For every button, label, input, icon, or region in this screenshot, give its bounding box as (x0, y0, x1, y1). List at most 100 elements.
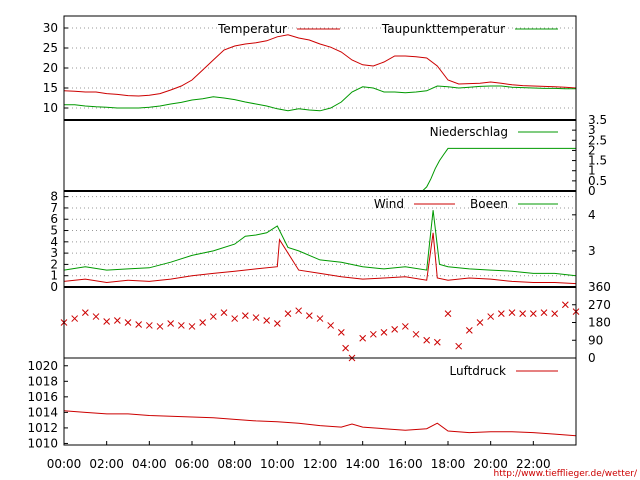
wind-direction-point-30 (369, 330, 377, 338)
wind-direction-point-24 (316, 315, 324, 322)
wind-direction-point-23 (305, 312, 313, 319)
wind-direction-point-6 (124, 319, 132, 326)
wind-direction-point-27 (342, 344, 349, 352)
wind-tick-label-left-0: 0 (50, 280, 58, 294)
wind-tick-label-left-6: 6 (50, 212, 58, 226)
wind-direction-point-34 (412, 330, 420, 338)
wind-direction-point-43 (508, 309, 516, 316)
wind-direction-point-16 (231, 315, 239, 322)
wind-direction-point-2 (81, 309, 89, 316)
wind-legend-label-1: Boeen (470, 197, 508, 211)
wind-tick-label-right-1: 4 (588, 208, 596, 222)
wind-direction-point-32 (391, 326, 399, 333)
wind-direction-point-26 (337, 329, 345, 336)
pressure-tick-label-left-2: 1014 (27, 405, 58, 419)
wind-direction-tick-label-right-2: 180 (588, 316, 611, 330)
wind-direction-point-41 (487, 313, 495, 320)
pressure-legend-label-0: Luftdruck (449, 364, 506, 378)
wind-direction-tick-label-right-1: 90 (588, 333, 603, 347)
temperature-series-0-line (63, 34, 577, 97)
wind-series-0-line (63, 232, 577, 285)
pressure-series-0-line (63, 410, 577, 437)
wind-direction-point-7 (135, 321, 143, 328)
wind-direction-point-8 (145, 322, 153, 329)
precipitation-tick-label-right-2: 1 (588, 164, 596, 178)
x-tick-label-6: 12:00 (303, 457, 338, 471)
wind-direction-point-25 (327, 322, 335, 329)
x-tick-label-9: 18:00 (431, 457, 466, 471)
x-tick-label-10: 20:00 (473, 457, 508, 471)
x-tick-label-7: 14:00 (345, 457, 380, 471)
wind-direction-point-5 (113, 317, 121, 324)
wind-series-1-line (63, 210, 577, 277)
precipitation-tick-label-right-0: 0 (588, 184, 596, 198)
x-tick-label-1: 02:00 (89, 457, 124, 471)
wind-direction-point-31 (380, 329, 388, 336)
x-tick-label-8: 16:00 (388, 457, 423, 471)
wind-direction-point-29 (359, 334, 367, 342)
wind-direction-point-9 (156, 323, 164, 330)
wind-tick-label-right-0: 3 (588, 244, 596, 258)
wind-legend-label-0: Wind (374, 197, 404, 211)
wind-direction-point-42 (497, 310, 505, 317)
pressure-tick-label-left-5: 1020 (27, 359, 58, 373)
wind-direction-point-19 (263, 317, 271, 324)
wind-tick-label-left-3: 3 (50, 246, 58, 260)
wind-tick-label-left-4: 4 (50, 235, 58, 249)
temperature-tick-label-left-1: 15 (43, 81, 58, 95)
wind-tick-label-left-1: 1 (50, 269, 58, 283)
wind-tick-label-left-7: 7 (50, 201, 58, 215)
wind-tick-label-left-8: 8 (50, 190, 58, 204)
wind-direction-point-18 (252, 314, 260, 321)
wind-direction-point-15 (220, 309, 228, 316)
wind-direction-point-3 (92, 313, 100, 320)
precipitation-tick-label-right-5: 2.5 (588, 133, 607, 147)
wind-direction-tick-label-right-0: 0 (588, 351, 596, 365)
wind-direction-point-33 (401, 323, 409, 330)
x-tick-label-5: 10:00 (260, 457, 295, 471)
wind-direction-point-12 (188, 323, 196, 330)
wind-direction-point-46 (540, 309, 548, 316)
precipitation-series-0-line (64, 147, 576, 192)
wind-direction-point-17 (241, 312, 249, 319)
temperature-tick-label-left-0: 10 (43, 101, 58, 115)
wind-direction-point-47 (551, 310, 559, 317)
wind-direction-point-4 (103, 318, 111, 325)
wind-direction-point-14 (209, 313, 217, 320)
temperature-tick-label-left-2: 20 (43, 61, 58, 75)
pressure-tick-label-left-1: 1012 (27, 421, 58, 435)
x-tick-label-0: 00:00 (47, 457, 82, 471)
precipitation-tick-label-right-3: 1.5 (588, 154, 607, 168)
wind-direction-point-10 (167, 320, 175, 327)
wind-direction-tick-label-right-4: 360 (588, 280, 611, 294)
wind-direction-point-11 (177, 322, 185, 329)
temperature-tick-label-left-4: 30 (43, 21, 58, 35)
wind-direction-point-13 (199, 319, 207, 326)
x-tick-label-11: 22:00 (516, 457, 551, 471)
temperature-legend-label-1: Taupunkttemperatur (381, 22, 505, 36)
temperature-series-1-line (64, 85, 576, 112)
temperature-tick-label-left-3: 25 (43, 41, 58, 55)
x-tick-label-3: 06:00 (175, 457, 210, 471)
wind-direction-point-35 (423, 336, 431, 344)
wind-tick-label-left-2: 2 (50, 257, 58, 271)
wind-direction-point-21 (284, 310, 292, 317)
precipitation-legend-label-0: Niederschlag (430, 125, 508, 139)
temperature-legend-label-0: Temperatur (217, 22, 287, 36)
wind-direction-point-37 (444, 310, 452, 317)
wind-direction-tick-label-right-3: 270 (588, 298, 611, 312)
wind-direction-point-36 (433, 338, 441, 346)
x-tick-label-4: 08:00 (217, 457, 252, 471)
pressure-tick-label-left-3: 1016 (27, 390, 58, 404)
wind-direction-point-40 (476, 319, 484, 326)
wind-tick-label-left-5: 5 (50, 224, 58, 238)
pressure-tick-label-left-4: 1018 (27, 374, 58, 388)
wind-direction-point-39 (465, 327, 473, 334)
wind-direction-point-45 (529, 310, 537, 317)
precipitation-tick-label-right-4: 2 (588, 143, 596, 157)
source-url: http://www.tiefflieger.de/wetter/ (494, 469, 638, 479)
wind-direction-point-22 (295, 307, 303, 315)
precipitation-tick-label-right-6: 3 (588, 123, 596, 137)
precipitation-tick-label-right-7: 3.5 (588, 113, 607, 127)
